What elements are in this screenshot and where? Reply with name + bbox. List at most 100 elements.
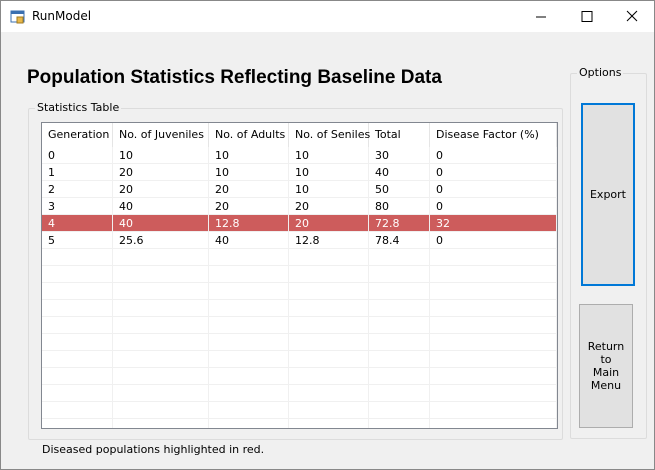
empty-cell [430, 334, 557, 351]
empty-cell [209, 402, 289, 419]
table-cell: 40 [369, 164, 430, 181]
empty-cell [113, 368, 209, 385]
empty-cell [369, 317, 430, 334]
empty-cell [113, 300, 209, 317]
empty-cell [113, 385, 209, 402]
group-label: Statistics Table [35, 101, 122, 114]
table-cell: 20 [209, 181, 289, 198]
empty-cell [369, 419, 430, 428]
column-header[interactable]: Disease Factor (%) [430, 123, 557, 147]
column-header[interactable]: No. of Juveniles [113, 123, 209, 147]
column-header[interactable]: No. of Adults [209, 123, 289, 147]
table-cell: 20 [113, 164, 209, 181]
table-cell: 25.6 [113, 232, 209, 249]
options-group: Options [570, 66, 647, 439]
empty-cell [430, 283, 557, 300]
empty-cell [289, 334, 369, 351]
empty-cell [113, 402, 209, 419]
empty-cell [42, 385, 113, 402]
empty-cell [209, 300, 289, 317]
column-header[interactable]: Generation [42, 123, 113, 147]
footer-note: Diseased populations highlighted in red. [42, 443, 265, 456]
group-label: Options [577, 66, 624, 79]
table-cell: 0 [430, 232, 557, 249]
empty-cell [209, 249, 289, 266]
empty-cell [430, 351, 557, 368]
row-highlight [42, 215, 557, 232]
return-button[interactable]: Return to Main Menu [579, 304, 633, 428]
empty-cell [113, 419, 209, 428]
table-cell: 0 [430, 147, 557, 164]
empty-cell [209, 368, 289, 385]
empty-cell [42, 419, 113, 428]
empty-cell [42, 368, 113, 385]
empty-cell [113, 249, 209, 266]
heading: Population Statistics Reflecting Baselin… [27, 67, 442, 88]
table-cell: 40 [113, 215, 209, 232]
empty-cell [369, 402, 430, 419]
table-cell: 0 [430, 181, 557, 198]
title-bar: RunModel [1, 1, 654, 32]
empty-cell [430, 402, 557, 419]
table-cell: 20 [209, 198, 289, 215]
table-cell: 12.8 [289, 232, 369, 249]
table-cell: 20 [289, 215, 369, 232]
empty-cell [289, 249, 369, 266]
table-cell: 1 [42, 164, 113, 181]
window-title: RunModel [32, 9, 92, 23]
empty-cell [369, 249, 430, 266]
empty-cell [289, 300, 369, 317]
empty-cell [42, 334, 113, 351]
column-header[interactable]: No. of Seniles [289, 123, 370, 147]
empty-cell [289, 351, 369, 368]
table-cell: 4 [42, 215, 113, 232]
table-cell: 2 [42, 181, 113, 198]
table-cell: 50 [369, 181, 430, 198]
table-cell: 72.8 [369, 215, 430, 232]
table-cell: 10 [289, 147, 369, 164]
table-cell: 78.4 [369, 232, 430, 249]
empty-cell [209, 317, 289, 334]
table-cell: 80 [369, 198, 430, 215]
export-button[interactable]: Export [581, 103, 635, 286]
empty-cell [289, 317, 369, 334]
table-group: Statistics Table [28, 101, 563, 440]
table-cell: 40 [209, 232, 289, 249]
empty-cell [42, 300, 113, 317]
empty-cell [113, 283, 209, 300]
table-cell: 10 [289, 181, 369, 198]
empty-cell [289, 283, 369, 300]
empty-cell [369, 334, 430, 351]
empty-cell [209, 266, 289, 283]
table-cell: 20 [289, 198, 369, 215]
window-controls[interactable] [521, 1, 654, 32]
table-cell: 40 [113, 198, 209, 215]
table-cell: 20 [113, 181, 209, 198]
column-header[interactable]: Total [369, 123, 430, 147]
empty-cell [209, 351, 289, 368]
empty-cell [113, 266, 209, 283]
empty-cell [209, 385, 289, 402]
empty-cell [430, 300, 557, 317]
empty-cell [289, 385, 369, 402]
empty-cell [430, 368, 557, 385]
empty-cell [42, 249, 113, 266]
empty-cell [430, 249, 557, 266]
table-cell: 3 [42, 198, 113, 215]
empty-cell [42, 283, 113, 300]
table-cell: 10 [209, 164, 289, 181]
empty-cell [42, 266, 113, 283]
empty-cell [289, 402, 369, 419]
list-view[interactable]: Generation No. of Juveniles No. of Adults N… [41, 122, 558, 429]
empty-cell [209, 283, 289, 300]
empty-cell [113, 351, 209, 368]
table-cell: 10 [289, 164, 369, 181]
empty-cell [289, 266, 369, 283]
empty-cell [42, 402, 113, 419]
empty-cell [430, 385, 557, 402]
empty-cell [369, 385, 430, 402]
empty-cell [209, 419, 289, 428]
empty-cell [369, 368, 430, 385]
empty-cell [369, 351, 430, 368]
